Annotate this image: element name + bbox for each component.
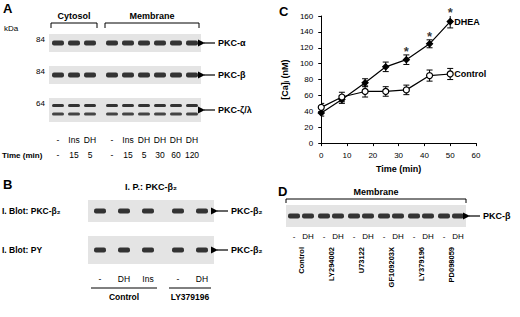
svg-text:LY294002: LY294002 [327, 247, 336, 281]
svg-text:120: 120 [300, 43, 314, 52]
svg-text:80: 80 [304, 75, 313, 84]
svg-text:*: * [404, 44, 410, 59]
svg-text:PKC-β: PKC-β [483, 211, 511, 221]
svg-text:64: 64 [36, 99, 45, 108]
svg-text:-: - [57, 150, 60, 160]
svg-text:84: 84 [36, 35, 45, 44]
svg-text:30: 30 [155, 150, 165, 160]
svg-text:-: - [111, 135, 114, 145]
svg-text:160: 160 [300, 12, 314, 21]
svg-text:DH: DH [332, 232, 344, 241]
svg-text:15: 15 [123, 150, 133, 160]
svg-text:5: 5 [142, 150, 147, 160]
svg-text:50: 50 [446, 151, 455, 160]
svg-text:PKC-β₂: PKC-β₂ [231, 206, 263, 216]
svg-text:DH: DH [362, 232, 374, 241]
svg-text:I. Blot: PY: I. Blot: PY [2, 245, 42, 255]
svg-text:*: * [448, 5, 454, 20]
svg-text:-: - [57, 135, 60, 145]
svg-text:-: - [443, 232, 446, 241]
svg-text:DH: DH [196, 274, 208, 284]
svg-text:D: D [278, 184, 287, 199]
svg-text:10: 10 [343, 151, 352, 160]
svg-text:-: - [323, 232, 326, 241]
svg-text:0: 0 [309, 139, 314, 148]
svg-text:20: 20 [304, 123, 313, 132]
svg-text:-: - [111, 150, 114, 160]
svg-text:Time (min): Time (min) [376, 164, 421, 174]
svg-text:I. Blot: PKC-β₂: I. Blot: PKC-β₂ [2, 206, 61, 216]
svg-text:100: 100 [300, 59, 314, 68]
svg-text:Ins: Ins [142, 274, 153, 284]
svg-text:Cytosol: Cytosol [57, 11, 90, 21]
svg-text:DH: DH [422, 232, 434, 241]
svg-text:Control: Control [454, 69, 486, 79]
svg-text:DH: DH [84, 135, 96, 145]
svg-text:PKC-β: PKC-β [218, 70, 246, 80]
svg-text:-: - [177, 274, 180, 284]
svg-text:40: 40 [304, 107, 313, 116]
svg-text:0: 0 [319, 151, 324, 160]
svg-text:5: 5 [88, 150, 93, 160]
svg-text:-: - [293, 232, 296, 241]
svg-text:PKC-α: PKC-α [218, 38, 246, 48]
svg-text:U73122: U73122 [357, 247, 366, 273]
svg-text:DH: DH [170, 135, 182, 145]
svg-text:DH: DH [138, 135, 150, 145]
svg-text:Control: Control [109, 292, 139, 302]
svg-text:[Ca]ᵢ (nM): [Ca]ᵢ (nM) [280, 59, 290, 99]
svg-text:B: B [3, 177, 12, 192]
svg-text:Ins: Ins [68, 135, 79, 145]
svg-text:*: * [427, 29, 433, 44]
svg-text:30: 30 [394, 151, 403, 160]
svg-text:15: 15 [69, 150, 79, 160]
svg-text:40: 40 [420, 151, 429, 160]
svg-text:Time (min): Time (min) [2, 151, 43, 160]
svg-text:Membrane: Membrane [129, 11, 174, 21]
svg-text:Membrane: Membrane [353, 187, 398, 197]
svg-text:-: - [383, 232, 386, 241]
svg-text:DH: DH [118, 274, 130, 284]
svg-text:20: 20 [368, 151, 377, 160]
svg-text:LY379196: LY379196 [417, 247, 426, 281]
svg-text:-: - [413, 232, 416, 241]
svg-text:DH: DH [154, 135, 166, 145]
svg-text:DH: DH [452, 232, 464, 241]
svg-text:60: 60 [304, 91, 313, 100]
svg-text:84: 84 [36, 67, 45, 76]
svg-text:I. P.: PKC-β₂: I. P.: PKC-β₂ [125, 182, 177, 192]
svg-text:C: C [279, 4, 289, 19]
svg-text:kDa: kDa [4, 24, 19, 33]
svg-text:120: 120 [185, 150, 199, 160]
svg-text:PKC-β₂: PKC-β₂ [231, 245, 263, 255]
svg-text:A: A [3, 1, 13, 16]
svg-text:PD098059: PD098059 [447, 247, 456, 282]
svg-text:DHEA: DHEA [454, 17, 480, 27]
svg-text:Ins: Ins [122, 135, 133, 145]
svg-text:60: 60 [171, 150, 181, 160]
svg-text:DH: DH [392, 232, 404, 241]
svg-text:DH: DH [302, 232, 314, 241]
svg-text:-: - [99, 274, 102, 284]
svg-text:PKC-ζ/λ: PKC-ζ/λ [218, 105, 252, 115]
svg-text:DH: DH [186, 135, 198, 145]
svg-text:-: - [353, 232, 356, 241]
svg-text:LY379196: LY379196 [171, 292, 210, 302]
svg-text:GF109203X: GF109203X [387, 247, 396, 287]
svg-text:Control: Control [297, 247, 306, 274]
svg-text:140: 140 [300, 27, 314, 36]
svg-text:60: 60 [472, 151, 481, 160]
